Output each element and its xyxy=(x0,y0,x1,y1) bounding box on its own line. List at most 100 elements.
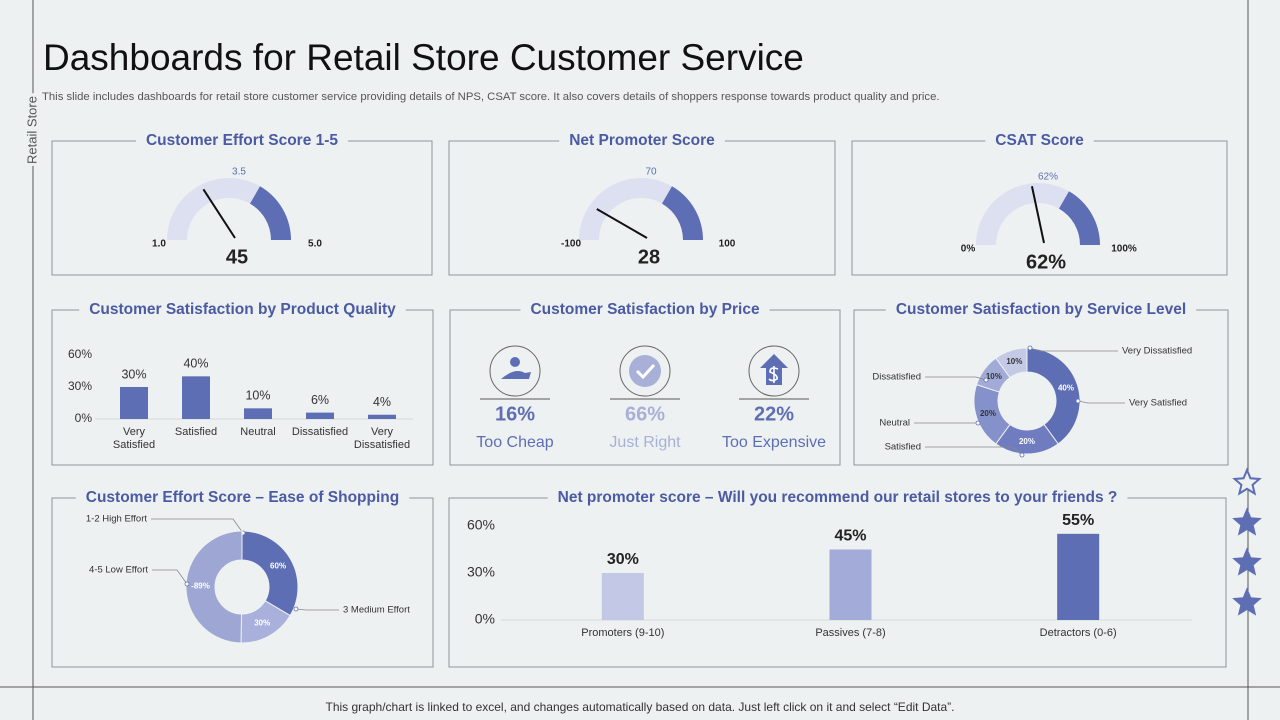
kpi-label: Just Right xyxy=(609,434,681,451)
leader-line xyxy=(1077,400,1125,404)
kpi-value: 66% xyxy=(625,403,665,425)
x-tick-label: Detractors (0-6) xyxy=(1040,627,1117,639)
icon-dollar xyxy=(768,366,779,383)
y-tick-label: 30% xyxy=(68,379,92,393)
legend-label: Dissatisfied xyxy=(872,372,921,383)
y-tick-label: 60% xyxy=(68,347,92,361)
star xyxy=(1232,507,1262,536)
panel-frame xyxy=(449,309,841,466)
panel-title: CSAT Score xyxy=(995,132,1084,149)
slice-label: -89% xyxy=(191,582,210,591)
donut-slice xyxy=(995,347,1028,379)
value-label: 4% xyxy=(373,395,391,409)
bar xyxy=(368,414,396,419)
leader-dot xyxy=(1019,452,1025,458)
gauge-value: 28 xyxy=(638,246,660,268)
value-label: 55% xyxy=(1062,512,1094,529)
x-tick-label: Dissatisfied xyxy=(291,426,349,438)
legend-label: 4-5 Low Effort xyxy=(89,565,148,576)
legend-label: 3 Medium Effort xyxy=(343,605,410,616)
slice-label: 10% xyxy=(1006,357,1022,366)
leader-dot xyxy=(184,581,190,587)
leader-line xyxy=(925,376,987,381)
y-tick-label: 0% xyxy=(475,611,495,627)
donut-slice xyxy=(185,530,243,644)
side-label: Retail Store xyxy=(24,96,39,164)
panel-frame xyxy=(51,497,434,668)
bar xyxy=(244,408,272,419)
gauge-marker-label: 70 xyxy=(645,167,657,178)
value-label: 45% xyxy=(834,528,866,545)
gauge-needle xyxy=(1030,186,1045,244)
x-tick-label: Very Satisfied xyxy=(112,426,156,451)
panel-frame xyxy=(853,309,1229,466)
star xyxy=(1232,587,1262,616)
kpi-value: 22% xyxy=(754,403,794,425)
value-label: 6% xyxy=(311,393,329,407)
slice-label: 20% xyxy=(980,409,996,418)
x-tick-label: Promoters (9-10) xyxy=(581,627,664,639)
star xyxy=(1232,547,1262,576)
kpi-label: Too Cheap xyxy=(476,434,553,451)
gauge-value: 45 xyxy=(226,246,248,268)
leader-line xyxy=(925,446,1023,456)
leader-line xyxy=(1029,347,1118,352)
panel-frame xyxy=(448,497,1227,668)
gauge-max-label: 100% xyxy=(1111,244,1137,255)
y-tick-label: 60% xyxy=(467,517,495,533)
panel-title: Customer Satisfaction by Service Level xyxy=(896,301,1186,318)
x-tick-label: Satisfied xyxy=(174,426,218,438)
panel-frame xyxy=(51,140,433,276)
leader-dot xyxy=(293,606,299,612)
gauge-needle xyxy=(596,208,648,239)
panel-frame xyxy=(448,140,836,276)
bar xyxy=(829,549,872,620)
y-tick-label: 0% xyxy=(75,411,93,425)
panel-title: Net Promoter Score xyxy=(569,132,715,149)
subtitle: This slide includes dashboards for retai… xyxy=(42,91,940,103)
x-tick-label: Passives (7-8) xyxy=(815,627,885,639)
x-tick-label: Neutral xyxy=(240,426,276,438)
gauge-value: 62% xyxy=(1026,251,1066,273)
gauge-max-label: 5.0 xyxy=(308,239,322,250)
value-label: 40% xyxy=(183,357,208,371)
icon-ring xyxy=(489,345,541,397)
leader-dot xyxy=(1075,398,1081,404)
legend-label: 1-2 High Effort xyxy=(86,514,147,525)
slice-label: 20% xyxy=(1019,437,1035,446)
bar xyxy=(182,376,210,419)
panel-title: Customer Effort Score 1-5 xyxy=(146,132,338,149)
icon-check xyxy=(635,363,656,380)
leader-line xyxy=(151,518,244,534)
gauge-min-label: 1.0 xyxy=(152,239,166,250)
panel-title: Customer Satisfaction by Price xyxy=(530,301,760,318)
gauge-needle xyxy=(202,188,236,239)
legend-label: Very Satisfied xyxy=(1129,398,1187,409)
leader-line xyxy=(152,569,188,585)
panel-title: Net promoter score – Will you recommend … xyxy=(558,489,1118,506)
panel-frame xyxy=(51,309,434,466)
icon-disc xyxy=(629,355,661,387)
donut-slice xyxy=(1026,347,1081,445)
gauge-band xyxy=(662,186,703,240)
panel-frame xyxy=(851,140,1228,276)
gauge-marker-label: 3.5 xyxy=(232,167,246,178)
panel-title: Customer Effort Score – Ease of Shopping xyxy=(86,489,400,506)
leader-dot xyxy=(1027,345,1033,351)
x-tick-label: Very Dissatisfied xyxy=(353,426,411,451)
gauge-band xyxy=(250,186,291,240)
value-label: 30% xyxy=(121,367,146,381)
legend-label: Neutral xyxy=(879,418,910,429)
gauge-marker-label: 62% xyxy=(1038,172,1058,183)
kpi-value: 16% xyxy=(495,403,535,425)
bar xyxy=(1057,533,1100,620)
bar xyxy=(306,412,334,419)
slice-label: 10% xyxy=(986,372,1002,381)
icon-hand xyxy=(501,371,531,379)
leader-dot xyxy=(983,377,989,383)
value-label: 10% xyxy=(245,389,270,403)
value-label: 30% xyxy=(607,551,639,568)
legend-label: Very Dissatisfied xyxy=(1122,346,1192,357)
leader-line xyxy=(295,608,339,611)
bar xyxy=(601,573,644,620)
